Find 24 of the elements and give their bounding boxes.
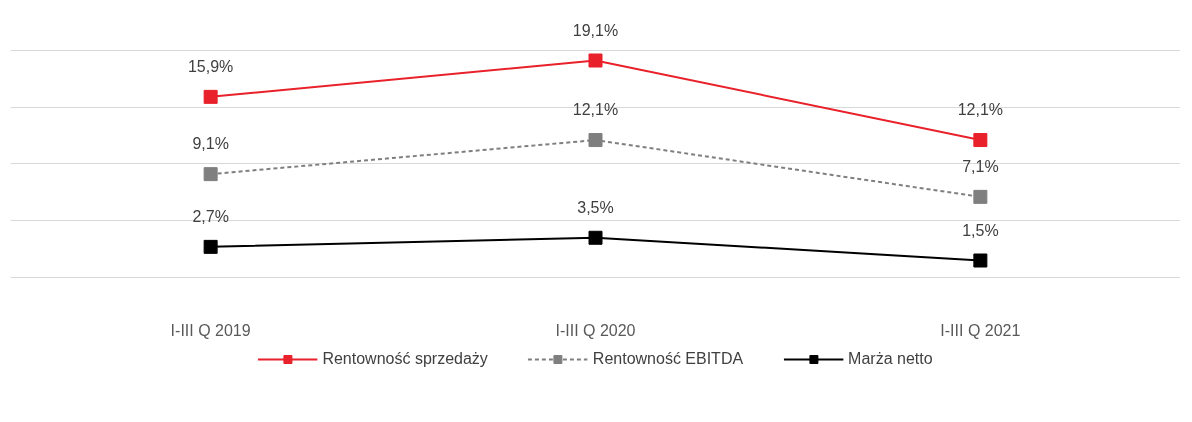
data-label: 9,1% <box>192 135 229 153</box>
point <box>973 133 988 148</box>
point <box>588 230 603 245</box>
data-label: 7,1% <box>962 157 999 175</box>
data-label: 15,9% <box>187 57 234 75</box>
x-tick-label: I-III Q 2019 <box>170 321 251 339</box>
legend-label: Marża netto <box>848 350 933 368</box>
point <box>973 253 988 268</box>
data-label: 1,5% <box>962 221 999 239</box>
data-label: 19,1% <box>572 21 619 39</box>
point <box>973 189 988 204</box>
point <box>203 239 218 254</box>
data-label: 12,1% <box>957 101 1004 119</box>
data-label: 2,7% <box>192 207 229 225</box>
x-tick-label: I-III Q 2020 <box>555 321 636 339</box>
data-label: 3,5% <box>577 198 614 216</box>
legend-label: Rentowność EBITDA <box>592 350 744 368</box>
x-tick-label: I-III Q 2021 <box>940 321 1021 339</box>
point <box>203 167 218 182</box>
point <box>588 133 603 148</box>
legend-label: Rentowność sprzedaży <box>322 350 488 368</box>
data-label: 12,1% <box>572 101 619 119</box>
point <box>588 53 603 68</box>
point <box>203 89 218 104</box>
